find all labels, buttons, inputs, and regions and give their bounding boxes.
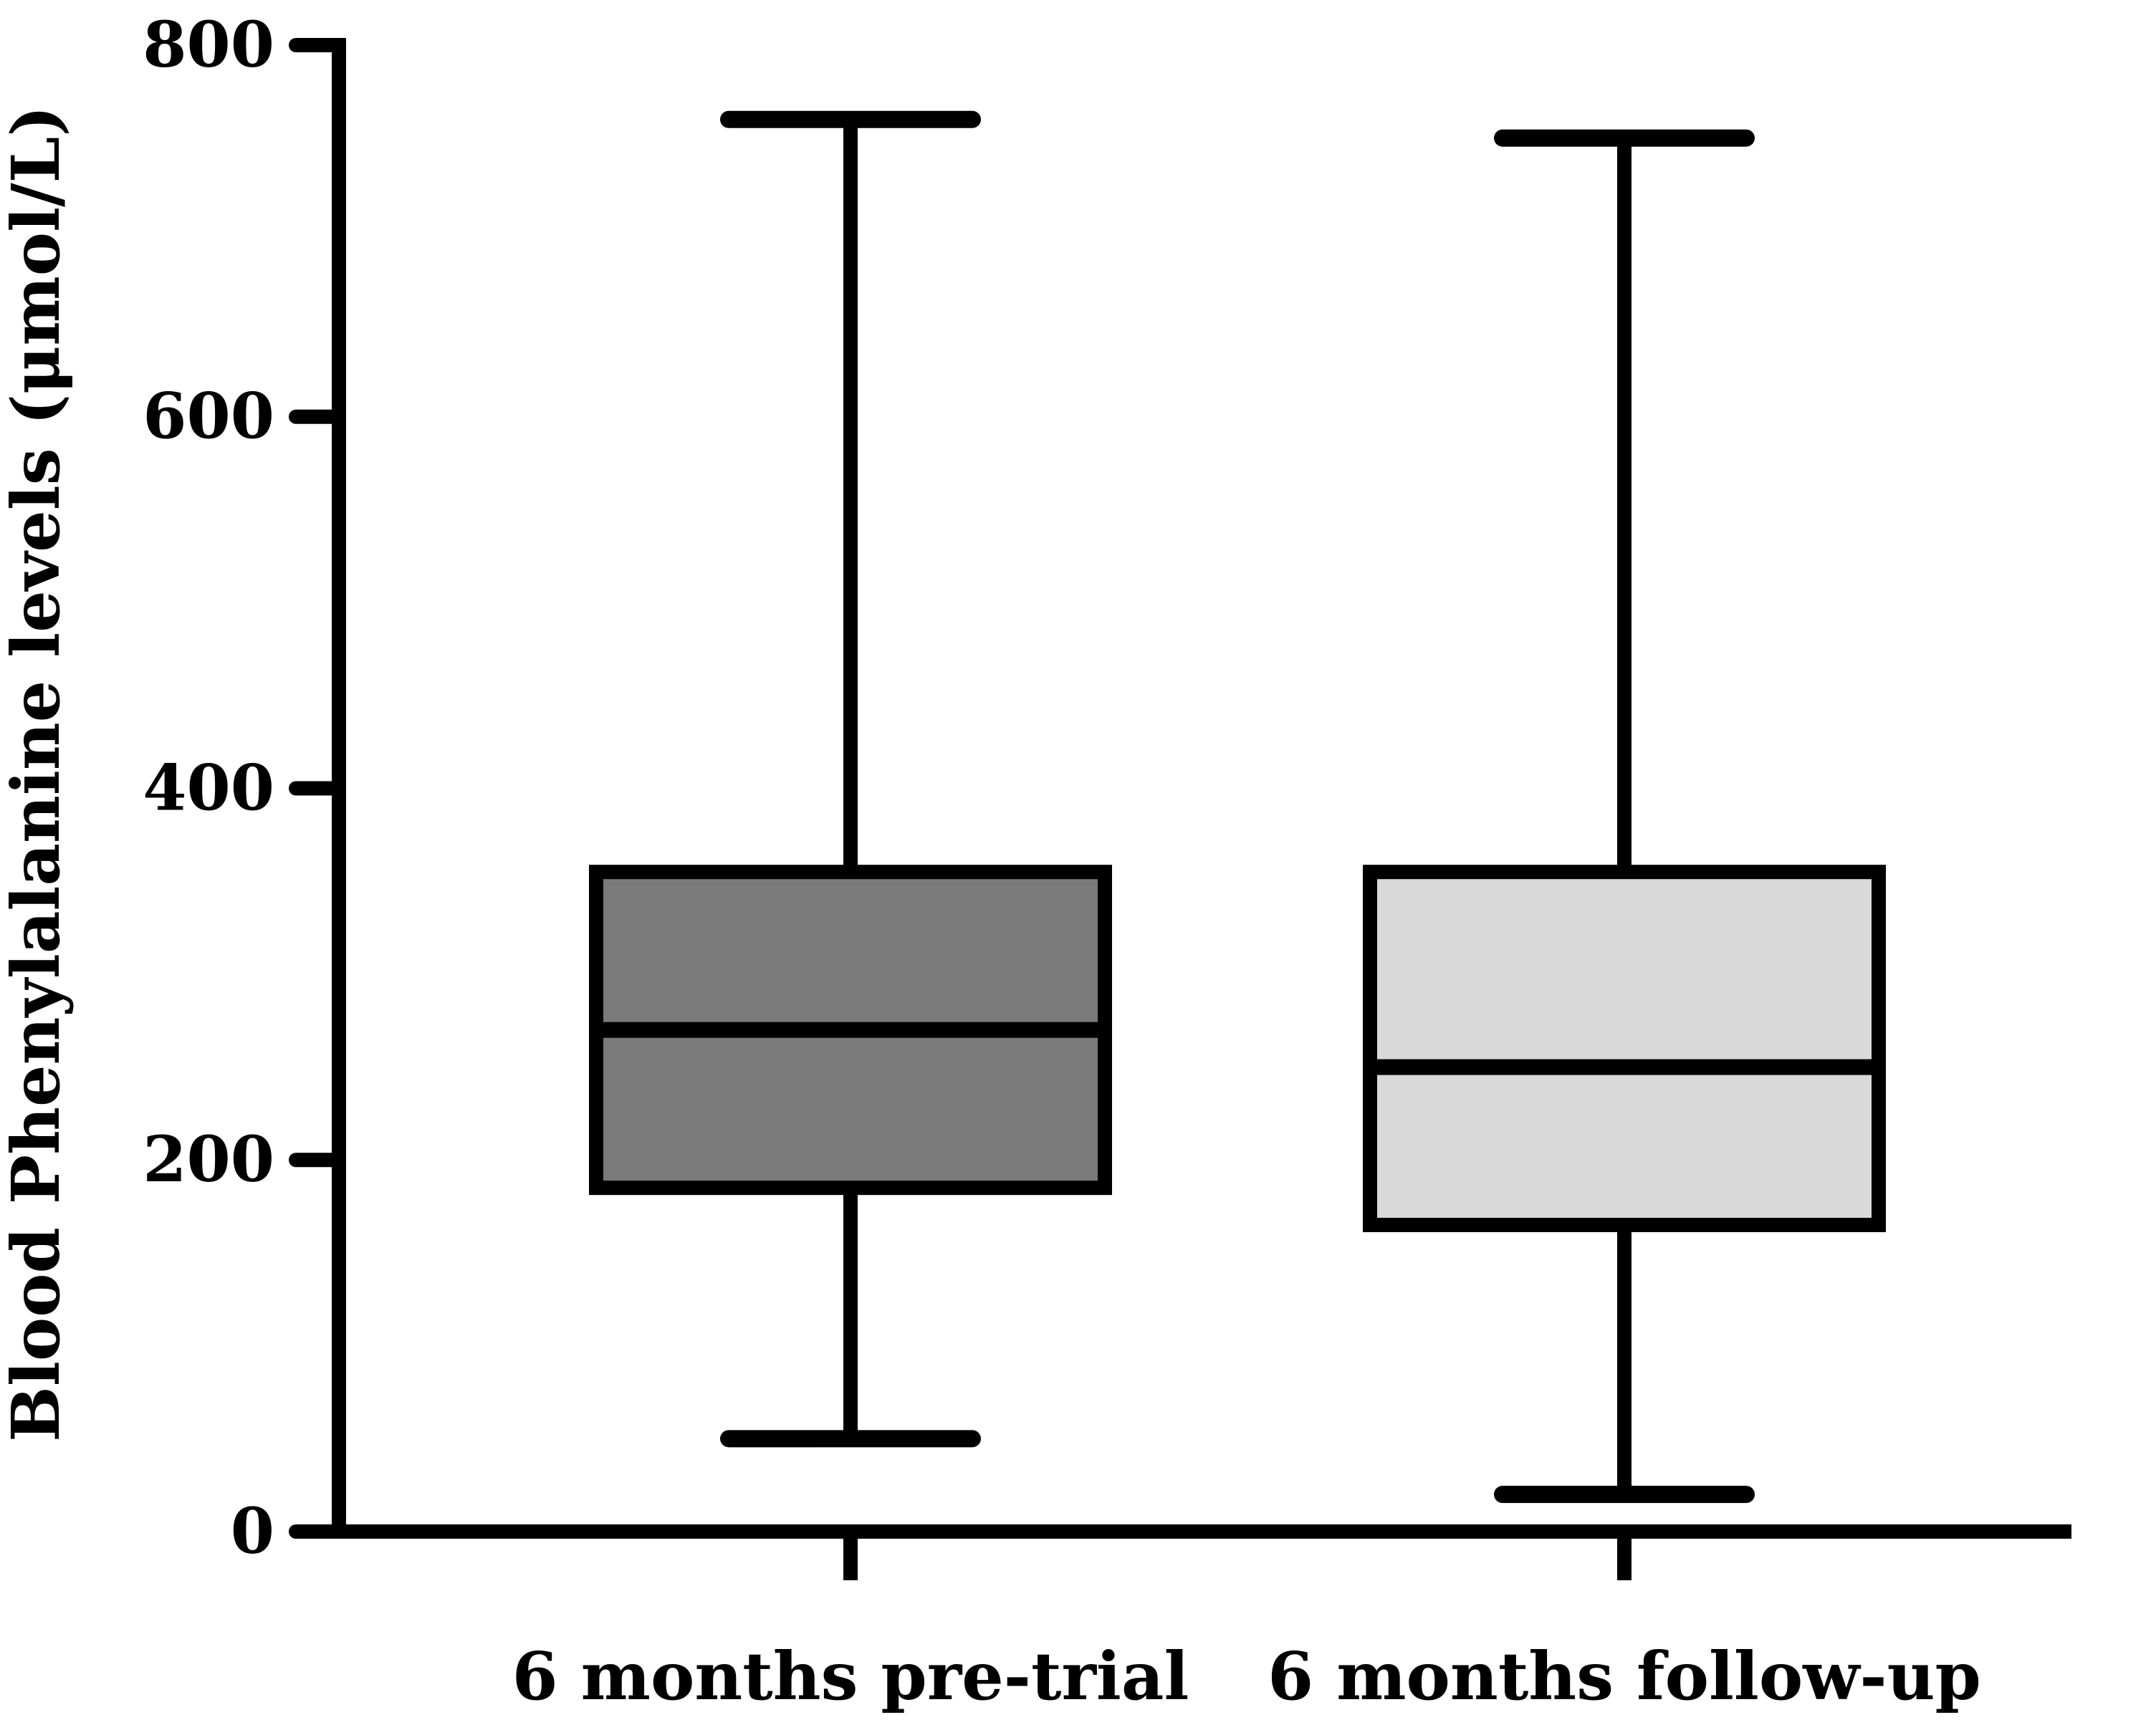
y-tick-label-600: 600 <box>143 379 274 453</box>
x-category-label-series-1: 6 months pre-trial <box>512 1638 1189 1715</box>
y-tick-label-0: 0 <box>231 1494 274 1568</box>
y-tick-label-800: 800 <box>143 7 274 82</box>
iqr-box-series-2 <box>1363 865 1886 1233</box>
y-tick-label-400: 400 <box>143 750 274 825</box>
y-tick-label-200: 200 <box>143 1122 274 1196</box>
y-axis-title: Blood Phenylalanine levels (μmol/L) <box>0 105 75 1442</box>
x-category-label-series-2: 6 months follow-up <box>1268 1638 1981 1715</box>
